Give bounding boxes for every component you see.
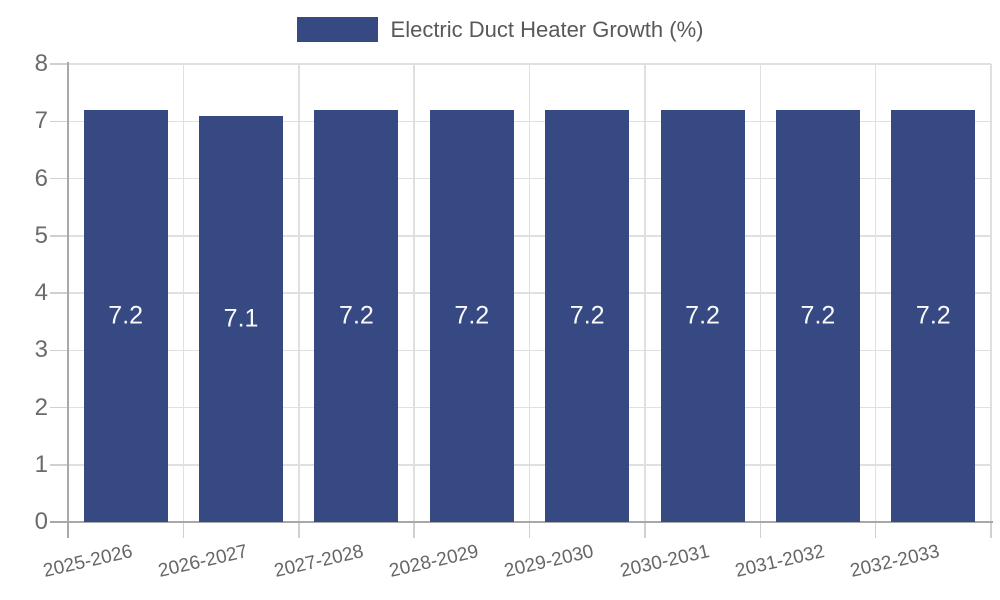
bar bbox=[775, 109, 860, 522]
bar-value-label: 7.2 bbox=[339, 301, 374, 330]
bar bbox=[660, 109, 745, 522]
x-tick-label: 2032-2033 bbox=[848, 541, 943, 582]
y-tick-mark bbox=[50, 464, 68, 466]
x-tick-mark bbox=[298, 522, 300, 538]
x-tick-mark bbox=[413, 522, 415, 538]
x-gridline bbox=[298, 64, 300, 522]
y-axis-line bbox=[67, 62, 69, 538]
y-tick-label: 5 bbox=[34, 221, 48, 249]
x-tick-label: 2025-2026 bbox=[41, 541, 135, 582]
bar-value-label: 7.2 bbox=[915, 301, 951, 330]
legend-label: Electric Duct Heater Growth (%) bbox=[390, 17, 704, 42]
bar bbox=[545, 109, 630, 522]
x-gridline bbox=[990, 64, 992, 522]
legend-swatch bbox=[296, 17, 378, 42]
bar bbox=[429, 109, 514, 522]
bar-value-label: 7.2 bbox=[108, 301, 144, 330]
y-tick-label: 6 bbox=[34, 164, 48, 192]
y-tick-label: 0 bbox=[34, 508, 48, 535]
x-tick-mark bbox=[182, 522, 185, 538]
x-tick-label: 2029-2030 bbox=[502, 541, 596, 582]
y-tick-label: 3 bbox=[34, 336, 48, 364]
x-tick-mark bbox=[759, 522, 761, 538]
y-tick-mark bbox=[50, 235, 68, 237]
x-gridline bbox=[874, 64, 877, 522]
y-tick-label: 7 bbox=[34, 107, 48, 135]
bar bbox=[199, 115, 284, 522]
bar-value-label: 7.2 bbox=[569, 301, 605, 330]
y-tick-label: 8 bbox=[34, 50, 48, 77]
bar-value-label: 7.2 bbox=[454, 301, 490, 330]
y-tick-mark bbox=[50, 177, 68, 180]
x-gridline bbox=[182, 64, 185, 522]
x-tick-label: 2026-2027 bbox=[156, 541, 250, 582]
bar bbox=[83, 109, 168, 522]
x-tick-label: 2028-2029 bbox=[387, 541, 481, 582]
x-gridline bbox=[413, 64, 415, 522]
y-tick-label: 1 bbox=[34, 450, 48, 478]
y-tick-label: 4 bbox=[34, 279, 48, 306]
bar-value-label: 7.2 bbox=[685, 301, 720, 330]
x-gridline bbox=[644, 64, 646, 522]
y-tick-mark bbox=[50, 63, 68, 65]
x-tick-mark bbox=[528, 522, 531, 538]
x-axis-line bbox=[50, 521, 993, 523]
y-tick-mark bbox=[50, 292, 68, 294]
x-tick-label: 2027-2028 bbox=[271, 541, 366, 582]
y-tick-mark bbox=[50, 120, 68, 122]
x-tick-label: 2031-2032 bbox=[733, 541, 827, 582]
x-tick-mark bbox=[990, 522, 992, 538]
x-tick-mark bbox=[644, 522, 646, 538]
x-gridline bbox=[528, 64, 531, 522]
bar-value-label: 7.2 bbox=[800, 301, 836, 330]
x-tick-label: 2030-2031 bbox=[618, 541, 712, 582]
y-tick-mark bbox=[50, 349, 68, 351]
y-tick-mark bbox=[50, 406, 68, 409]
bar bbox=[891, 109, 976, 522]
x-gridline bbox=[759, 64, 761, 522]
bar bbox=[314, 109, 399, 522]
y-tick-label: 2 bbox=[34, 393, 48, 421]
chart-legend: Electric Duct Heater Growth (%) bbox=[0, 17, 1000, 42]
x-tick-mark bbox=[874, 522, 877, 538]
bar-value-label: 7.1 bbox=[223, 304, 259, 333]
